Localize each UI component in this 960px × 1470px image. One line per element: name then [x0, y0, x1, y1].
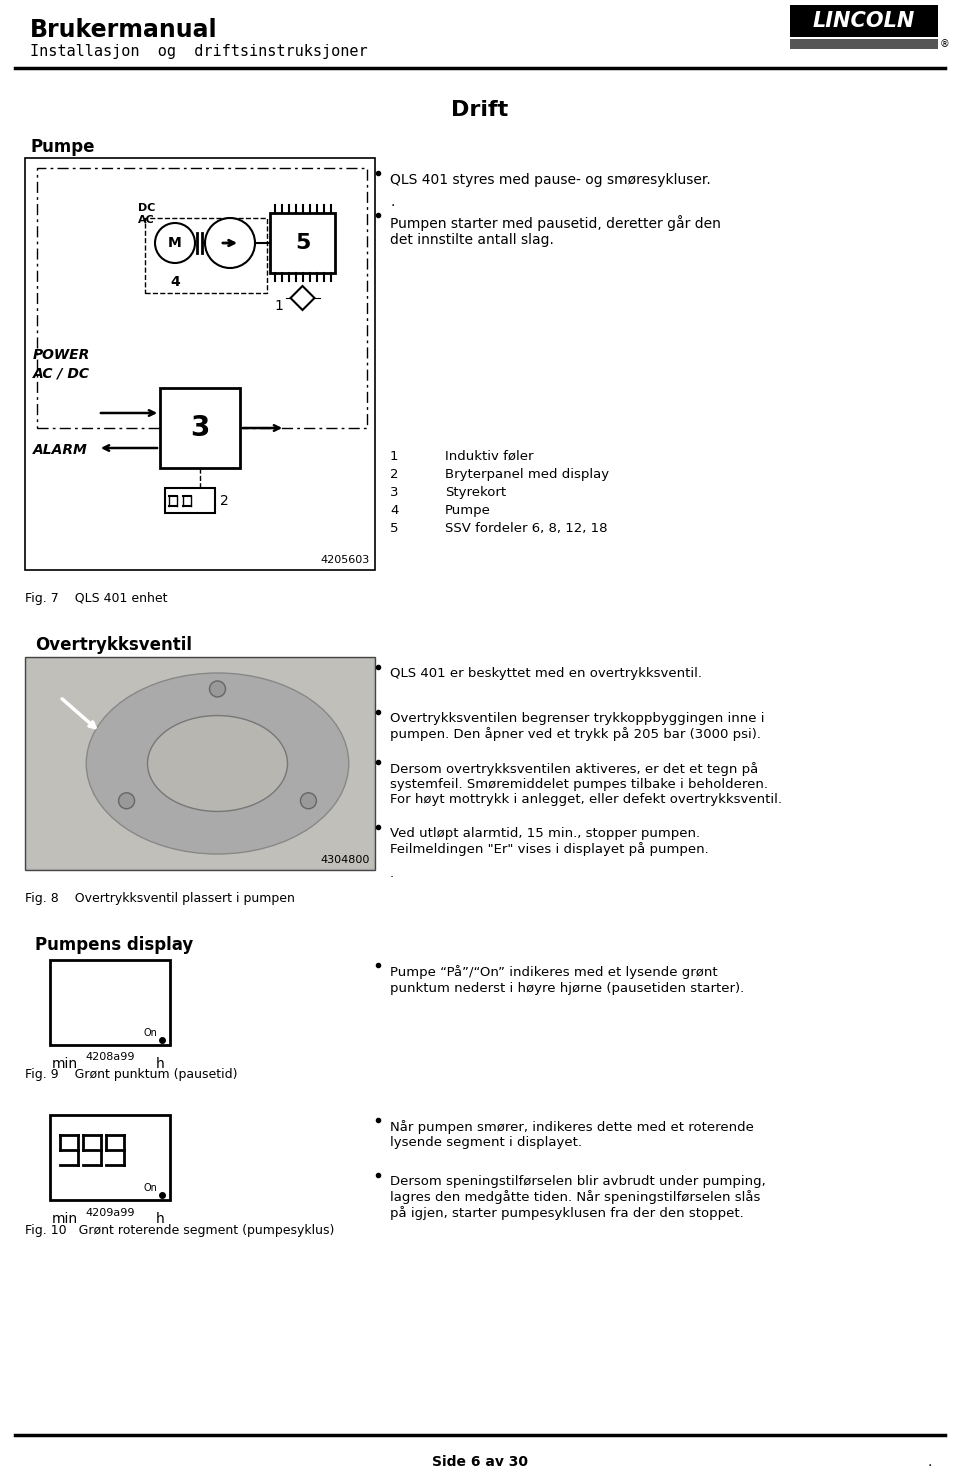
Text: On: On [143, 1028, 156, 1038]
Text: min: min [52, 1057, 78, 1072]
Text: min: min [52, 1211, 78, 1226]
Text: 4205603: 4205603 [321, 556, 370, 564]
Text: Styrekort: Styrekort [445, 487, 506, 498]
Text: Overtrykksventilen begrenser trykkoppbyggingen inne i
pumpen. Den åpner ved et t: Overtrykksventilen begrenser trykkoppbyg… [390, 711, 764, 741]
Text: 1: 1 [390, 450, 398, 463]
Text: Induktiv føler: Induktiv føler [445, 450, 534, 463]
Bar [37, 168, 367, 428]
Text: 3: 3 [190, 415, 209, 442]
Circle shape [205, 218, 255, 268]
Circle shape [209, 681, 226, 697]
Bar [790, 4, 938, 37]
Text: Side 6 av 30: Side 6 av 30 [432, 1455, 528, 1469]
Bar [145, 218, 267, 293]
Text: 1: 1 [274, 298, 283, 313]
Bar [27, 659, 373, 867]
Text: 5: 5 [295, 234, 310, 253]
Text: Ved utløpt alarmtid, 15 min., stopper pumpen.
Feilmeldingen "Er" vises i display: Ved utløpt alarmtid, 15 min., stopper pu… [390, 828, 708, 856]
Text: Pumpe “På”/“On” indikeres med et lysende grønt: Pumpe “På”/“On” indikeres med et lysende… [390, 964, 718, 979]
Text: ALARM: ALARM [33, 442, 87, 457]
Text: Dersom speningstilførselen blir avbrudt under pumping,
lagres den medgåtte tiden: Dersom speningstilførselen blir avbrudt … [390, 1175, 766, 1220]
Text: Fig. 9    Grønt punktum (pausetid): Fig. 9 Grønt punktum (pausetid) [25, 1069, 237, 1080]
Text: LINCOLN: LINCOLN [813, 10, 915, 31]
Text: .: . [390, 196, 395, 209]
Text: Bryterpanel med display: Bryterpanel med display [445, 467, 610, 481]
Circle shape [119, 792, 134, 808]
Bar [270, 213, 335, 273]
Text: Pumpen starter med pausetid, deretter går den
det innstilte antall slag.: Pumpen starter med pausetid, deretter gå… [390, 215, 721, 247]
Bar [160, 388, 240, 467]
Text: 5: 5 [390, 522, 398, 535]
Bar [50, 960, 170, 1045]
Text: 2: 2 [220, 494, 228, 507]
Text: .: . [390, 867, 395, 881]
Text: Brukermanual: Brukermanual [30, 18, 218, 43]
Text: Pumpens display: Pumpens display [35, 936, 193, 954]
Text: Fig. 8    Overtrykksventil plassert i pumpen: Fig. 8 Overtrykksventil plassert i pumpe… [25, 892, 295, 906]
Text: Pumpe: Pumpe [445, 504, 491, 517]
Bar [25, 657, 375, 870]
Text: 4: 4 [170, 275, 180, 290]
Text: SSV fordeler 6, 8, 12, 18: SSV fordeler 6, 8, 12, 18 [445, 522, 608, 535]
Text: AC: AC [138, 215, 155, 225]
Text: Pumpe: Pumpe [30, 138, 94, 156]
Bar [165, 488, 215, 513]
Text: Fig. 10   Grønt roterende segment (pumpesyklus): Fig. 10 Grønt roterende segment (pumpesy… [25, 1225, 334, 1236]
Text: h: h [156, 1211, 164, 1226]
Text: Overtrykksventil: Overtrykksventil [35, 637, 192, 654]
Text: QLS 401 er beskyttet med en overtrykksventil.: QLS 401 er beskyttet med en overtrykksve… [390, 667, 702, 681]
Bar [50, 1116, 170, 1200]
Text: AC / DC: AC / DC [33, 366, 90, 381]
Text: Dersom overtrykksventilen aktiveres, er det et tegn på
systemfeil. Smøremiddelet: Dersom overtrykksventilen aktiveres, er … [390, 761, 782, 806]
Text: punktum nederst i høyre hjørne (pausetiden starter).: punktum nederst i høyre hjørne (pausetid… [390, 982, 744, 995]
Text: 4208a99: 4208a99 [85, 1053, 134, 1061]
Text: Drift: Drift [451, 100, 509, 121]
Circle shape [155, 223, 195, 263]
Circle shape [300, 792, 317, 808]
Text: POWER: POWER [33, 348, 90, 362]
Bar [790, 40, 938, 49]
Bar [25, 157, 375, 570]
Text: 2: 2 [390, 467, 398, 481]
Text: .: . [927, 1455, 932, 1469]
Ellipse shape [148, 716, 287, 811]
Polygon shape [291, 287, 315, 310]
Text: Installasjon  og  driftsinstruksjoner: Installasjon og driftsinstruksjoner [30, 44, 368, 59]
Text: 4304800: 4304800 [321, 856, 370, 864]
Text: 4209a99: 4209a99 [85, 1208, 134, 1219]
Text: 3: 3 [390, 487, 398, 498]
Text: Fig. 7    QLS 401 enhet: Fig. 7 QLS 401 enhet [25, 592, 167, 606]
Text: M: M [168, 237, 181, 250]
Text: ®: ® [940, 40, 949, 49]
Text: QLS 401 styres med pause- og smøresykluser.: QLS 401 styres med pause- og smøresyklus… [390, 173, 710, 187]
Text: 4: 4 [390, 504, 398, 517]
Text: On: On [143, 1183, 156, 1194]
Text: DC: DC [137, 203, 155, 213]
Ellipse shape [86, 673, 348, 854]
Text: h: h [156, 1057, 164, 1072]
Text: Når pumpen smører, indikeres dette med et roterende
lysende segment i displayet.: Når pumpen smører, indikeres dette med e… [390, 1120, 754, 1150]
